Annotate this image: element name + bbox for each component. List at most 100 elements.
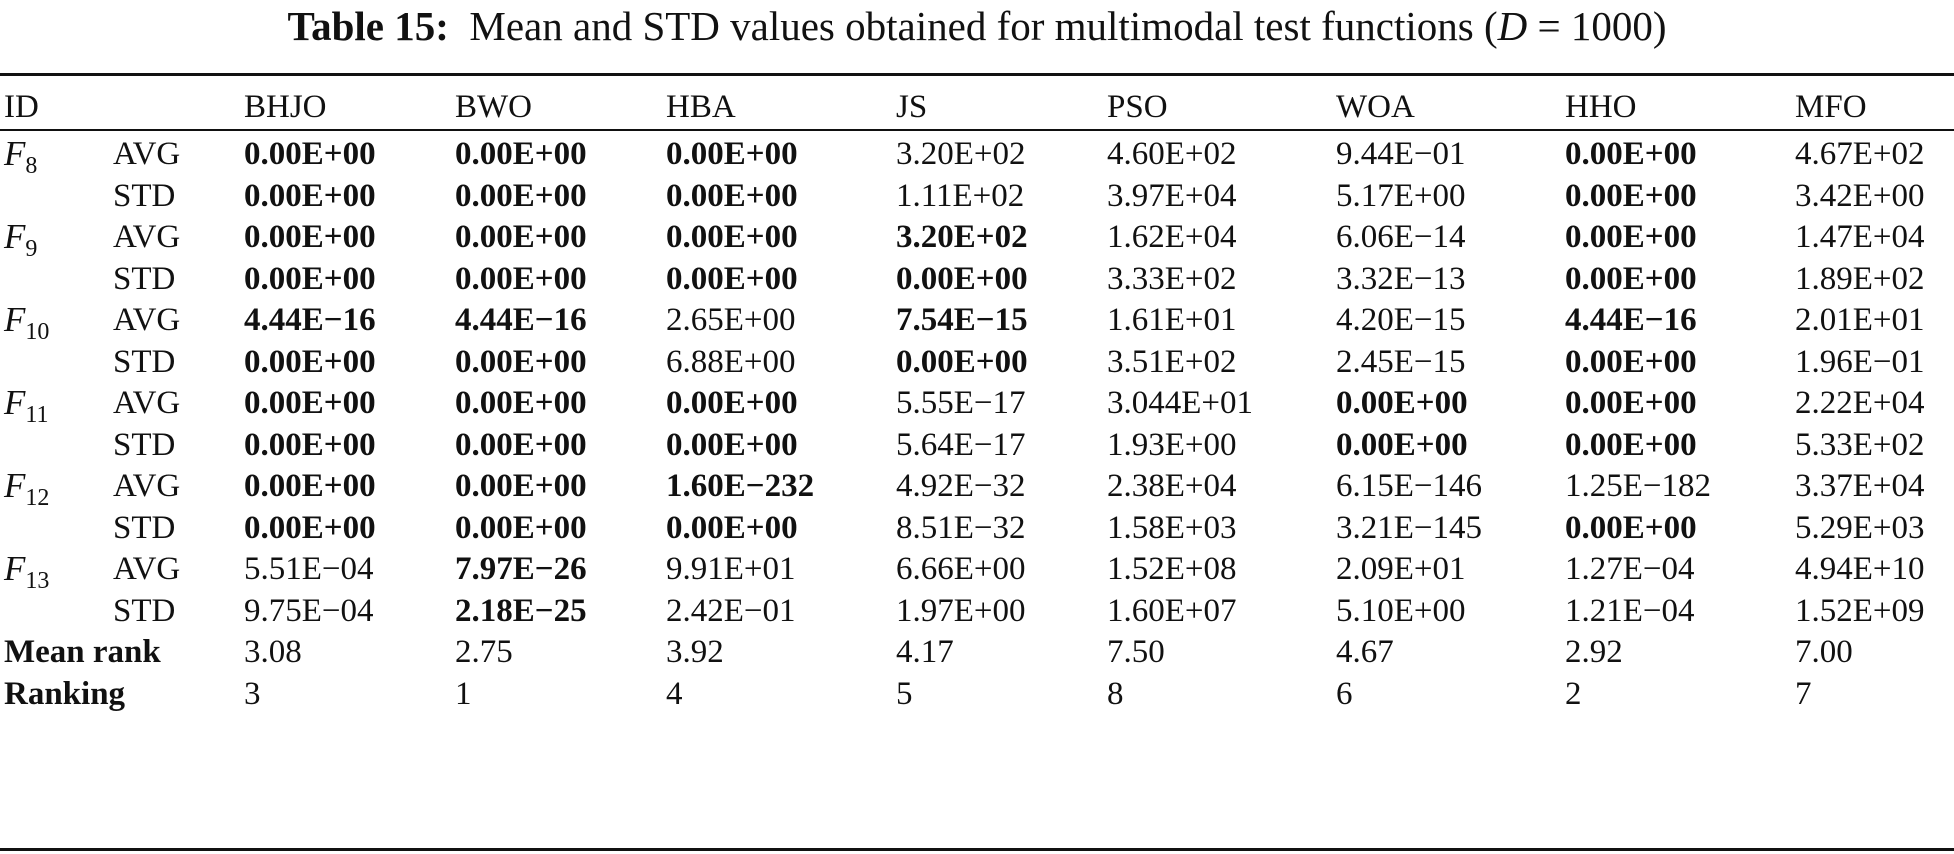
value-cell: 0.00E+00 [455,344,587,380]
value-cell: 5.29E+03 [1795,510,1925,546]
value-cell: 0.00E+00 [1565,385,1697,421]
value-cell: 3.20E+02 [896,136,1026,172]
function-letter: F [4,383,26,422]
value-cell: 7.50 [1107,634,1165,670]
value-cell: 0.00E+00 [455,510,587,546]
caption-label: Table 15: [287,3,449,49]
value-cell: 0.00E+00 [244,136,376,172]
value-cell: 4 [666,676,683,712]
value-cell: 6.88E+00 [666,344,796,380]
function-index: 11 [25,402,49,428]
value-cell: 2.42E−01 [666,593,796,629]
table-row: STD 0.00E+00 0.00E+00 0.00E+00 5.64E−17 1.93E… [0,419,1954,471]
stat-label: AVG [113,385,181,421]
value-cell: 2 [1565,676,1582,712]
value-cell: 2.92 [1565,634,1623,670]
value-cell: 1.11E+02 [896,178,1025,214]
stat-label: STD [113,427,176,463]
table-row: STD 9.75E−04 2.18E−25 2.42E−01 1.97E+00 1.60E… [0,585,1954,637]
value-cell: 0.00E+00 [455,468,587,504]
value-cell: 1.47E+04 [1795,219,1925,255]
function-id: F13 [4,543,49,595]
value-cell: 2.01E+01 [1795,302,1925,338]
row-label: Ranking [4,676,126,712]
value-cell: 6.15E−146 [1336,468,1483,504]
value-cell: 0.00E+00 [455,178,587,214]
value-cell: 4.44E−16 [455,302,587,338]
value-cell: 0.00E+00 [244,178,376,214]
value-cell: 0.00E+00 [1565,178,1697,214]
value-cell: 5.33E+02 [1795,427,1925,463]
value-cell: 1.52E+08 [1107,551,1237,587]
value-cell: 5 [896,676,913,712]
stat-label: STD [113,510,176,546]
value-cell: 1.96E−01 [1795,344,1925,380]
table-row: STD 0.00E+00 0.00E+00 0.00E+00 0.00E+00 3.33E… [0,253,1954,305]
caption-text-end: = 1000) [1527,3,1667,49]
value-cell: 0.00E+00 [244,510,376,546]
value-cell: 0.00E+00 [455,385,587,421]
value-cell: 8 [1107,676,1124,712]
value-cell: 2.22E+04 [1795,385,1925,421]
stat-label: STD [113,344,176,380]
row-label: Mean rank [4,634,161,670]
value-cell: 9.91E+01 [666,551,796,587]
table-row: STD 0.00E+00 0.00E+00 6.88E+00 0.00E+00 3.51E… [0,336,1954,388]
value-cell: 1.62E+04 [1107,219,1237,255]
stat-label: AVG [113,468,181,504]
value-cell: 5.10E+00 [1336,593,1466,629]
value-cell: 1 [455,676,472,712]
top-rule [0,73,1954,76]
function-index: 10 [25,319,50,345]
caption-var: D [1497,3,1528,49]
value-cell: 0.00E+00 [455,261,587,297]
value-cell: 2.09E+01 [1336,551,1466,587]
stat-label: AVG [113,551,181,587]
value-cell: 3.51E+02 [1107,344,1237,380]
function-index: 9 [25,236,38,262]
value-cell: 3.97E+04 [1107,178,1237,214]
value-cell: 2.38E+04 [1107,468,1237,504]
function-letter: F [4,134,26,173]
table-row: F9 AVG 0.00E+00 0.00E+00 0.00E+00 3.20E+02 1.6… [0,211,1954,263]
value-cell: 0.00E+00 [244,468,376,504]
header-row: ID BHJO BWO HBA JS PSO WOA HHO MFO [0,81,1954,133]
function-id: F11 [4,377,49,429]
value-cell: 0.00E+00 [1336,427,1468,463]
value-cell: 4.94E+10 [1795,551,1925,587]
value-cell: 7 [1795,676,1812,712]
value-cell: 0.00E+00 [666,178,798,214]
header-cell: HBA [666,89,736,125]
stat-label: AVG [113,136,181,172]
value-cell: 0.00E+00 [896,344,1028,380]
value-cell: 0.00E+00 [1336,385,1468,421]
value-cell: 0.00E+00 [244,344,376,380]
value-cell: 1.58E+03 [1107,510,1237,546]
table-row: F8 AVG 0.00E+00 0.00E+00 0.00E+00 3.20E+02 4.6… [0,128,1954,180]
value-cell: 4.20E−15 [1336,302,1466,338]
value-cell: 0.00E+00 [455,219,587,255]
value-cell: 0.00E+00 [455,427,587,463]
value-cell: 5.55E−17 [896,385,1026,421]
table-row: F12 AVG 0.00E+00 0.00E+00 1.60E−232 4.92E−32 2… [0,460,1954,512]
table-row: STD 0.00E+00 0.00E+00 0.00E+00 8.51E−32 1.58E… [0,502,1954,554]
function-id: F9 [4,211,37,263]
value-cell: 0.00E+00 [1565,510,1697,546]
stat-label: AVG [113,219,181,255]
value-cell: 0.00E+00 [896,261,1028,297]
value-cell: 3.20E+02 [896,219,1028,255]
value-cell: 9.75E−04 [244,593,374,629]
bottom-rule [0,848,1954,851]
table-row: F10 AVG 4.44E−16 4.44E−16 2.65E+00 7.54E−15 1.… [0,294,1954,346]
value-cell: 0.00E+00 [1565,427,1697,463]
value-cell: 0.00E+00 [1565,136,1697,172]
value-cell: 0.00E+00 [244,385,376,421]
value-cell: 2.65E+00 [666,302,796,338]
value-cell: 1.21E−04 [1565,593,1695,629]
value-cell: 0.00E+00 [455,136,587,172]
value-cell: 3.92 [666,634,724,670]
value-cell: 1.60E−232 [666,468,815,504]
header-cell: BWO [455,89,532,125]
value-cell: 1.89E+02 [1795,261,1925,297]
value-cell: 0.00E+00 [666,136,798,172]
